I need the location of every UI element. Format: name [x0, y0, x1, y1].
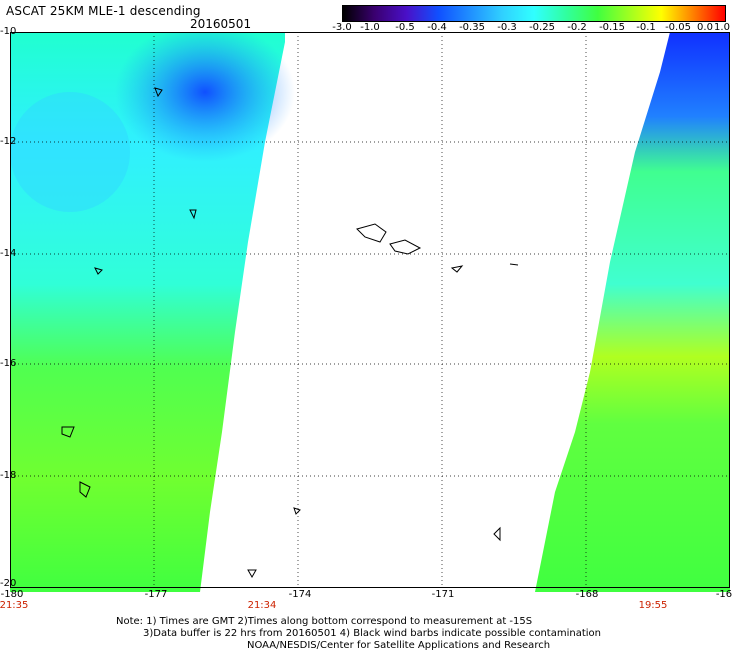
footnote-line-1: Note: 1) Times are GMT 2)Times along bot…	[116, 616, 533, 627]
island-outlines	[61, 87, 519, 579]
left-swath-blue-area	[115, 32, 295, 162]
color-scale-labels: -3.0 -1.0 -0.5 -0.4 -0.35 -0.3 -0.25 -0.…	[330, 22, 740, 34]
color-scale-bar	[342, 5, 726, 22]
x-axis-label: -171	[431, 589, 455, 600]
footnote-line-2: 3)Data buffer is 22 hrs from 20160501 4)…	[143, 628, 601, 639]
wind-map-panel	[10, 32, 730, 592]
cbar-label: -0.15	[599, 22, 625, 33]
x-axis-label: -174	[288, 589, 312, 600]
map-frame	[10, 32, 730, 588]
footnote-line-3: NOAA/NESDIS/Center for Satellite Applica…	[247, 640, 551, 651]
cbar-label: -1.0	[360, 22, 380, 33]
cbar-label: 1.0	[714, 22, 730, 33]
cbar-label: -0.4	[427, 22, 447, 33]
cbar-label: -0.3	[497, 22, 517, 33]
right-swath	[535, 32, 730, 592]
left-swath-cyan-area	[10, 92, 130, 212]
y-axis-label: -10	[0, 26, 17, 37]
product-date: 20160501	[190, 17, 252, 31]
pass-time-label: 21:35	[0, 600, 29, 611]
cbar-label: -0.5	[395, 22, 415, 33]
x-axis-label: -180	[0, 589, 24, 600]
cbar-label: 0.0	[697, 22, 713, 33]
cbar-label: -0.2	[567, 22, 587, 33]
cbar-label: -0.1	[636, 22, 656, 33]
x-axis-label: -168	[575, 589, 599, 600]
gridlines	[10, 32, 730, 588]
y-axis-label: -20	[0, 578, 17, 589]
cbar-label: -0.05	[665, 22, 691, 33]
x-axis-label: -177	[144, 589, 168, 600]
pass-time-label: 19:55	[638, 600, 668, 611]
pass-time-label: 21:34	[247, 600, 277, 611]
cbar-label: -0.35	[459, 22, 485, 33]
x-axis-label: -16	[715, 589, 733, 600]
y-axis-label: -12	[0, 136, 17, 147]
product-title: ASCAT 25KM MLE-1 descending	[6, 4, 201, 18]
y-axis-label: -14	[0, 248, 17, 259]
y-axis-label: -16	[0, 358, 17, 369]
cbar-label: -3.0	[332, 22, 352, 33]
cbar-label: -0.25	[529, 22, 555, 33]
y-axis-label: -18	[0, 470, 17, 481]
